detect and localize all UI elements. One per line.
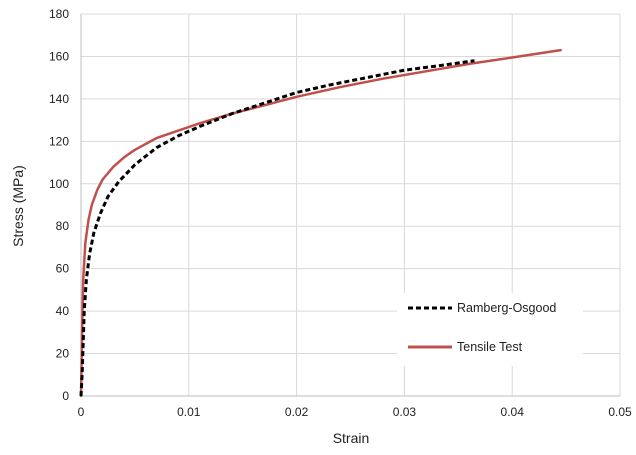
y-tick-label: 160: [49, 49, 69, 63]
y-tick-label: 100: [49, 177, 69, 191]
legend: Ramberg-Osgood Tensile Test: [397, 293, 583, 366]
y-tick-label: 180: [49, 7, 69, 21]
x-tick-label: 0.05: [608, 405, 632, 419]
y-tick-label: 20: [56, 347, 70, 361]
y-tick-label: 0: [62, 389, 69, 403]
x-tick-label: 0.03: [393, 405, 417, 419]
x-tick-label: 0.02: [285, 405, 309, 419]
tick-labels: 0 20 40 60 80 100 120 140 160 180 0 0.01 0.02 0.03 0.0…: [49, 7, 632, 419]
data-series: [79, 48, 562, 398]
series-line-ramberg-osgood: [79, 59, 475, 397]
y-tick-label: 40: [56, 304, 70, 318]
y-tick-label: 60: [56, 262, 70, 276]
legend-label-tensile-test: Tensile Test: [457, 340, 523, 354]
x-tick-label: 0.01: [177, 405, 201, 419]
y-axis-label: Stress (MPa): [10, 165, 26, 247]
x-tick-label: 0: [78, 405, 85, 419]
x-axis-label: Strain: [333, 430, 370, 446]
x-tick-label: 0.04: [501, 405, 525, 419]
legend-label-ramberg-osgood: Ramberg-Osgood: [457, 301, 556, 315]
y-tick-label: 120: [49, 134, 69, 148]
y-tick-label: 140: [49, 92, 69, 106]
legend-box: [397, 293, 583, 366]
y-tick-label: 80: [56, 219, 70, 233]
series-line-tensile-test: [79, 48, 562, 398]
